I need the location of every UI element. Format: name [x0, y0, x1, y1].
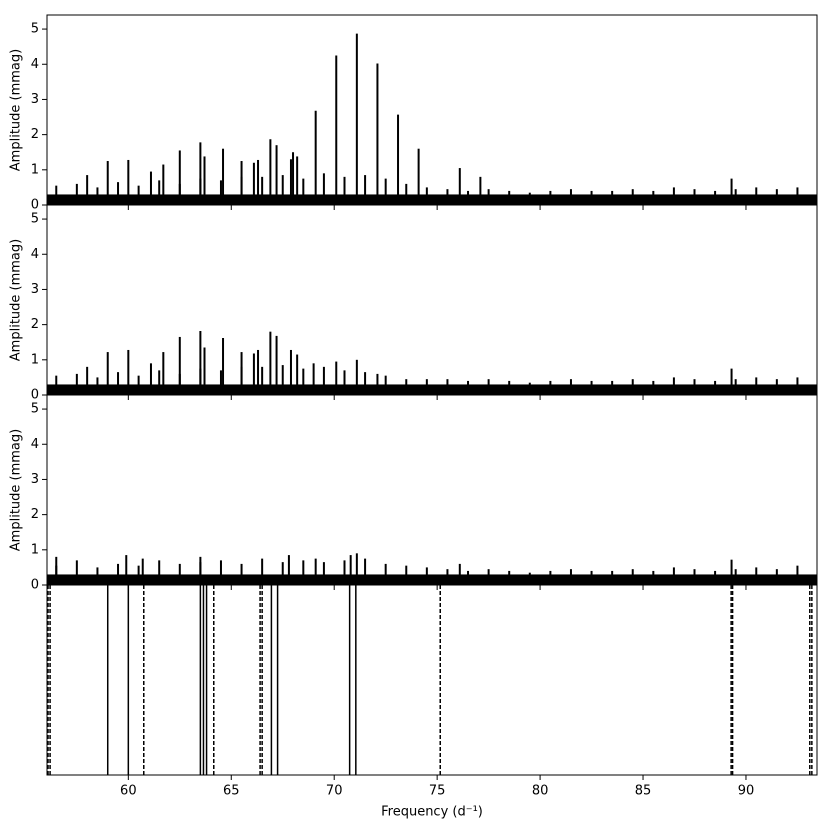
axes-frame — [46, 584, 818, 776]
y-tick-label: 2 — [31, 507, 39, 522]
y-tick-label: 4 — [31, 57, 39, 72]
y-axis-label: Amplitude (mmag) — [9, 239, 24, 361]
y-tick-label: 1 — [31, 162, 39, 177]
y-tick-label: 4 — [31, 247, 39, 262]
y-tick-label: 4 — [31, 437, 39, 452]
y-tick-label: 0 — [31, 578, 39, 593]
x-tick-label: 80 — [532, 784, 549, 799]
noise-floor — [47, 194, 817, 205]
y-tick-label: 3 — [31, 92, 39, 107]
y-tick-label: 1 — [31, 542, 39, 557]
x-tick-label: 70 — [326, 784, 343, 799]
y-tick-label: 2 — [31, 127, 39, 142]
y-tick-label: 1 — [31, 352, 39, 367]
y-tick-label: 2 — [31, 317, 39, 332]
y-tick-label: 5 — [31, 22, 39, 37]
y-axis-label: Amplitude (mmag) — [9, 429, 24, 551]
x-axis-label: Frequency (d⁻¹) — [381, 805, 483, 820]
x-tick-label: 90 — [738, 784, 755, 799]
noise-floor — [47, 384, 817, 395]
x-tick-label: 75 — [429, 784, 446, 799]
x-tick-label: 60 — [120, 784, 137, 799]
y-tick-label: 0 — [31, 198, 39, 213]
y-tick-label: 5 — [31, 402, 39, 417]
axes-frame — [46, 394, 818, 586]
y-tick-label: 3 — [31, 472, 39, 487]
noise-floor — [47, 574, 817, 585]
y-tick-label: 5 — [31, 212, 39, 227]
y-axis-label: Amplitude (mmag) — [9, 49, 24, 171]
y-tick-label: 3 — [31, 282, 39, 297]
x-tick-label: 85 — [635, 784, 652, 799]
y-tick-label: 0 — [31, 388, 39, 403]
x-tick-label: 65 — [223, 784, 240, 799]
